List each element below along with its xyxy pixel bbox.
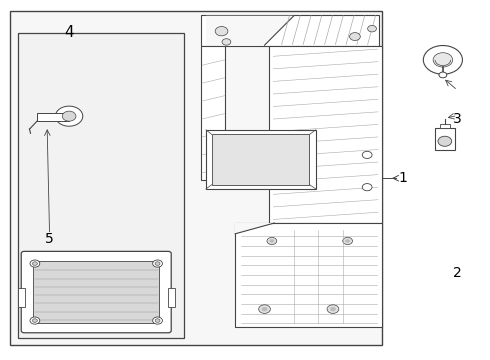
Circle shape bbox=[262, 307, 268, 311]
Circle shape bbox=[327, 305, 339, 314]
Bar bbox=[18, 33, 184, 338]
Circle shape bbox=[259, 305, 270, 314]
Text: 1: 1 bbox=[399, 171, 408, 185]
Circle shape bbox=[423, 45, 463, 74]
Circle shape bbox=[349, 33, 360, 41]
Circle shape bbox=[330, 307, 336, 311]
Circle shape bbox=[362, 184, 372, 191]
Text: 5: 5 bbox=[45, 232, 54, 246]
Circle shape bbox=[155, 262, 160, 265]
Circle shape bbox=[267, 237, 277, 244]
Circle shape bbox=[30, 260, 40, 267]
Polygon shape bbox=[235, 223, 382, 327]
Circle shape bbox=[270, 239, 274, 243]
Bar bbox=[18, 288, 24, 307]
Bar bbox=[168, 288, 174, 307]
Circle shape bbox=[215, 27, 228, 36]
Circle shape bbox=[433, 53, 453, 67]
Circle shape bbox=[32, 319, 37, 322]
Polygon shape bbox=[270, 45, 382, 223]
Circle shape bbox=[439, 72, 447, 78]
Bar bbox=[37, 113, 69, 121]
Circle shape bbox=[153, 317, 162, 324]
Circle shape bbox=[222, 39, 231, 45]
Bar bbox=[33, 261, 159, 323]
Circle shape bbox=[155, 319, 160, 322]
Bar bbox=[435, 128, 455, 149]
Polygon shape bbox=[201, 15, 379, 45]
Polygon shape bbox=[235, 223, 274, 234]
Circle shape bbox=[438, 136, 452, 146]
Circle shape bbox=[362, 151, 372, 158]
Circle shape bbox=[345, 239, 350, 243]
Circle shape bbox=[32, 262, 37, 265]
Polygon shape bbox=[206, 16, 294, 45]
Circle shape bbox=[62, 111, 76, 121]
Text: 2: 2 bbox=[453, 266, 462, 280]
Bar bbox=[10, 12, 382, 345]
Circle shape bbox=[153, 260, 162, 267]
Bar bbox=[440, 125, 450, 128]
Bar bbox=[212, 134, 310, 185]
Polygon shape bbox=[201, 45, 225, 180]
FancyBboxPatch shape bbox=[21, 251, 171, 333]
Text: 4: 4 bbox=[64, 26, 74, 40]
Circle shape bbox=[30, 317, 40, 324]
Text: 3: 3 bbox=[453, 112, 462, 126]
Circle shape bbox=[343, 237, 352, 244]
Circle shape bbox=[55, 106, 83, 126]
Circle shape bbox=[368, 26, 376, 32]
Bar bbox=[206, 130, 316, 189]
